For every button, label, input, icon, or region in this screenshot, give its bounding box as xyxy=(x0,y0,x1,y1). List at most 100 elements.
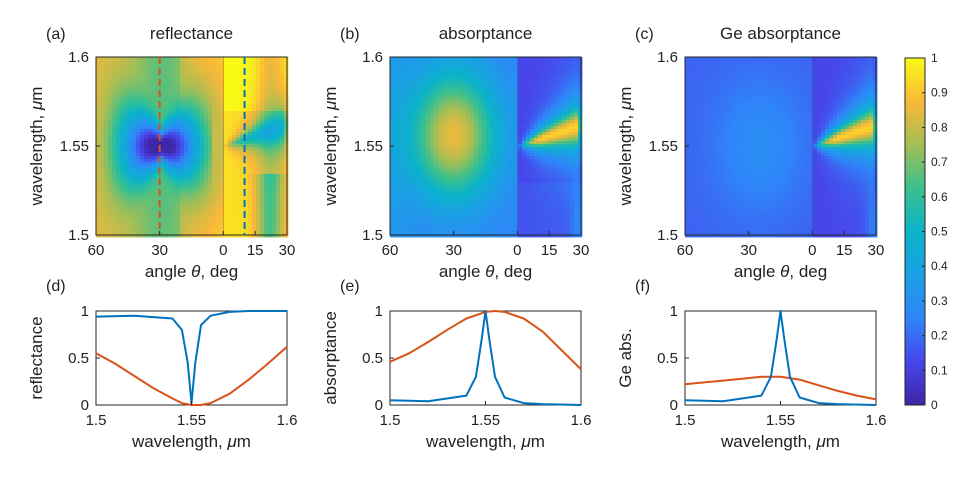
heatmap-cell xyxy=(434,93,439,97)
heatmap-cell xyxy=(284,96,289,100)
heatmap-cell xyxy=(116,222,121,226)
heatmap-cell xyxy=(478,120,483,124)
heatmap-cell xyxy=(224,114,229,118)
heatmap-cell xyxy=(164,171,169,175)
heatmap-cell xyxy=(164,126,169,130)
heatmap-cell xyxy=(394,75,399,79)
heatmap-cell xyxy=(120,81,125,85)
heatmap-cell xyxy=(284,123,289,127)
heatmap-cell xyxy=(446,129,451,133)
heatmap-cell xyxy=(108,168,113,172)
heatmap-cell xyxy=(180,57,185,61)
heatmap-cell xyxy=(506,90,511,94)
heatmap-cell xyxy=(232,135,237,139)
heatmap-cell xyxy=(200,105,205,109)
heatmap-cell xyxy=(244,144,249,148)
heatmap-cell xyxy=(514,69,519,73)
heatmap-cell xyxy=(236,126,241,130)
heatmap-cell xyxy=(470,150,475,154)
heatmap-cell xyxy=(526,69,531,73)
heatmap-cell xyxy=(482,174,487,178)
heatmap-cell xyxy=(494,165,499,169)
heatmap-cell xyxy=(482,225,487,229)
heatmap-cell xyxy=(530,72,535,76)
heatmap-cell xyxy=(112,96,117,100)
heatmap-cell xyxy=(116,186,121,190)
heatmap-cell xyxy=(188,183,193,187)
heatmap-cell xyxy=(100,192,105,196)
heatmap-cell xyxy=(168,198,173,202)
heatmap-cell xyxy=(458,228,463,232)
heatmap-cell xyxy=(430,129,435,133)
heatmap-cell xyxy=(438,120,443,124)
heatmap-cell xyxy=(156,84,161,88)
heatmap-cell xyxy=(510,174,515,178)
heatmap-cell xyxy=(104,123,109,127)
heatmap-cell xyxy=(434,63,439,67)
heatmap-cell xyxy=(252,171,257,175)
heatmap-cell xyxy=(164,198,169,202)
heatmap-cell xyxy=(390,228,395,232)
heatmap-cell xyxy=(176,231,181,235)
heatmap-cell xyxy=(394,231,399,235)
heatmap-cell xyxy=(156,111,161,115)
heatmap-cell xyxy=(482,201,487,205)
heatmap-cell xyxy=(474,93,479,97)
heatmap-cell xyxy=(494,117,499,121)
heatmap-cell xyxy=(216,174,221,178)
heatmap-cell xyxy=(276,78,281,82)
heatmap-cell xyxy=(124,117,129,121)
heatmap-cell xyxy=(148,108,153,112)
heatmap-cell xyxy=(466,60,471,64)
heatmap-cell xyxy=(96,57,101,61)
heatmap-cell xyxy=(422,195,427,199)
heatmap-cell xyxy=(284,78,289,82)
heatmap-cell xyxy=(530,78,535,82)
heatmap-cell xyxy=(192,123,197,127)
heatmap-cell xyxy=(260,120,265,124)
heatmap-cell xyxy=(462,123,467,127)
heatmap-cell xyxy=(506,120,511,124)
heatmap-cell xyxy=(116,120,121,124)
heatmap-cell xyxy=(482,114,487,118)
heatmap-cell xyxy=(526,144,531,148)
heatmap-cell xyxy=(96,105,101,109)
heatmap-cell xyxy=(470,180,475,184)
heatmap-cell xyxy=(240,90,245,94)
heatmap-cell xyxy=(482,90,487,94)
heatmap-cell xyxy=(232,66,237,70)
heatmap-cell xyxy=(462,132,467,136)
heatmap-cell xyxy=(280,216,285,220)
heatmap-cell xyxy=(116,216,121,220)
heatmap-cell xyxy=(510,138,515,142)
heatmap-cell xyxy=(256,216,261,220)
heatmap-cell xyxy=(458,96,463,100)
heatmap-cell xyxy=(168,159,173,163)
heatmap-cell xyxy=(418,150,423,154)
heatmap-cell xyxy=(208,222,213,226)
heatmap-cell xyxy=(112,168,117,172)
heatmap-cell xyxy=(212,135,217,139)
heatmap-cell xyxy=(458,99,463,103)
heatmap-cell xyxy=(116,63,121,67)
heatmap-cell xyxy=(276,156,281,160)
heatmap-cell xyxy=(426,60,431,64)
heatmap-cell xyxy=(100,111,105,115)
heatmap-cell xyxy=(196,78,201,82)
heatmap-cell xyxy=(514,138,519,142)
heatmap-cell xyxy=(462,174,467,178)
heatmap-cell xyxy=(212,180,217,184)
heatmap-cell xyxy=(458,141,463,145)
heatmap-cell xyxy=(248,234,253,238)
heatmap-cell xyxy=(168,174,173,178)
heatmap-cell xyxy=(224,108,229,112)
heatmap-cell xyxy=(526,63,531,67)
heatmap-cell xyxy=(478,129,483,133)
heatmap-cell xyxy=(426,231,431,235)
heatmap-cell xyxy=(128,189,133,193)
heatmap-cell xyxy=(430,60,435,64)
heatmap-cell xyxy=(216,99,221,103)
heatmap-cell xyxy=(184,168,189,172)
heatmap-cell xyxy=(176,162,181,166)
heatmap-cell xyxy=(136,135,141,139)
